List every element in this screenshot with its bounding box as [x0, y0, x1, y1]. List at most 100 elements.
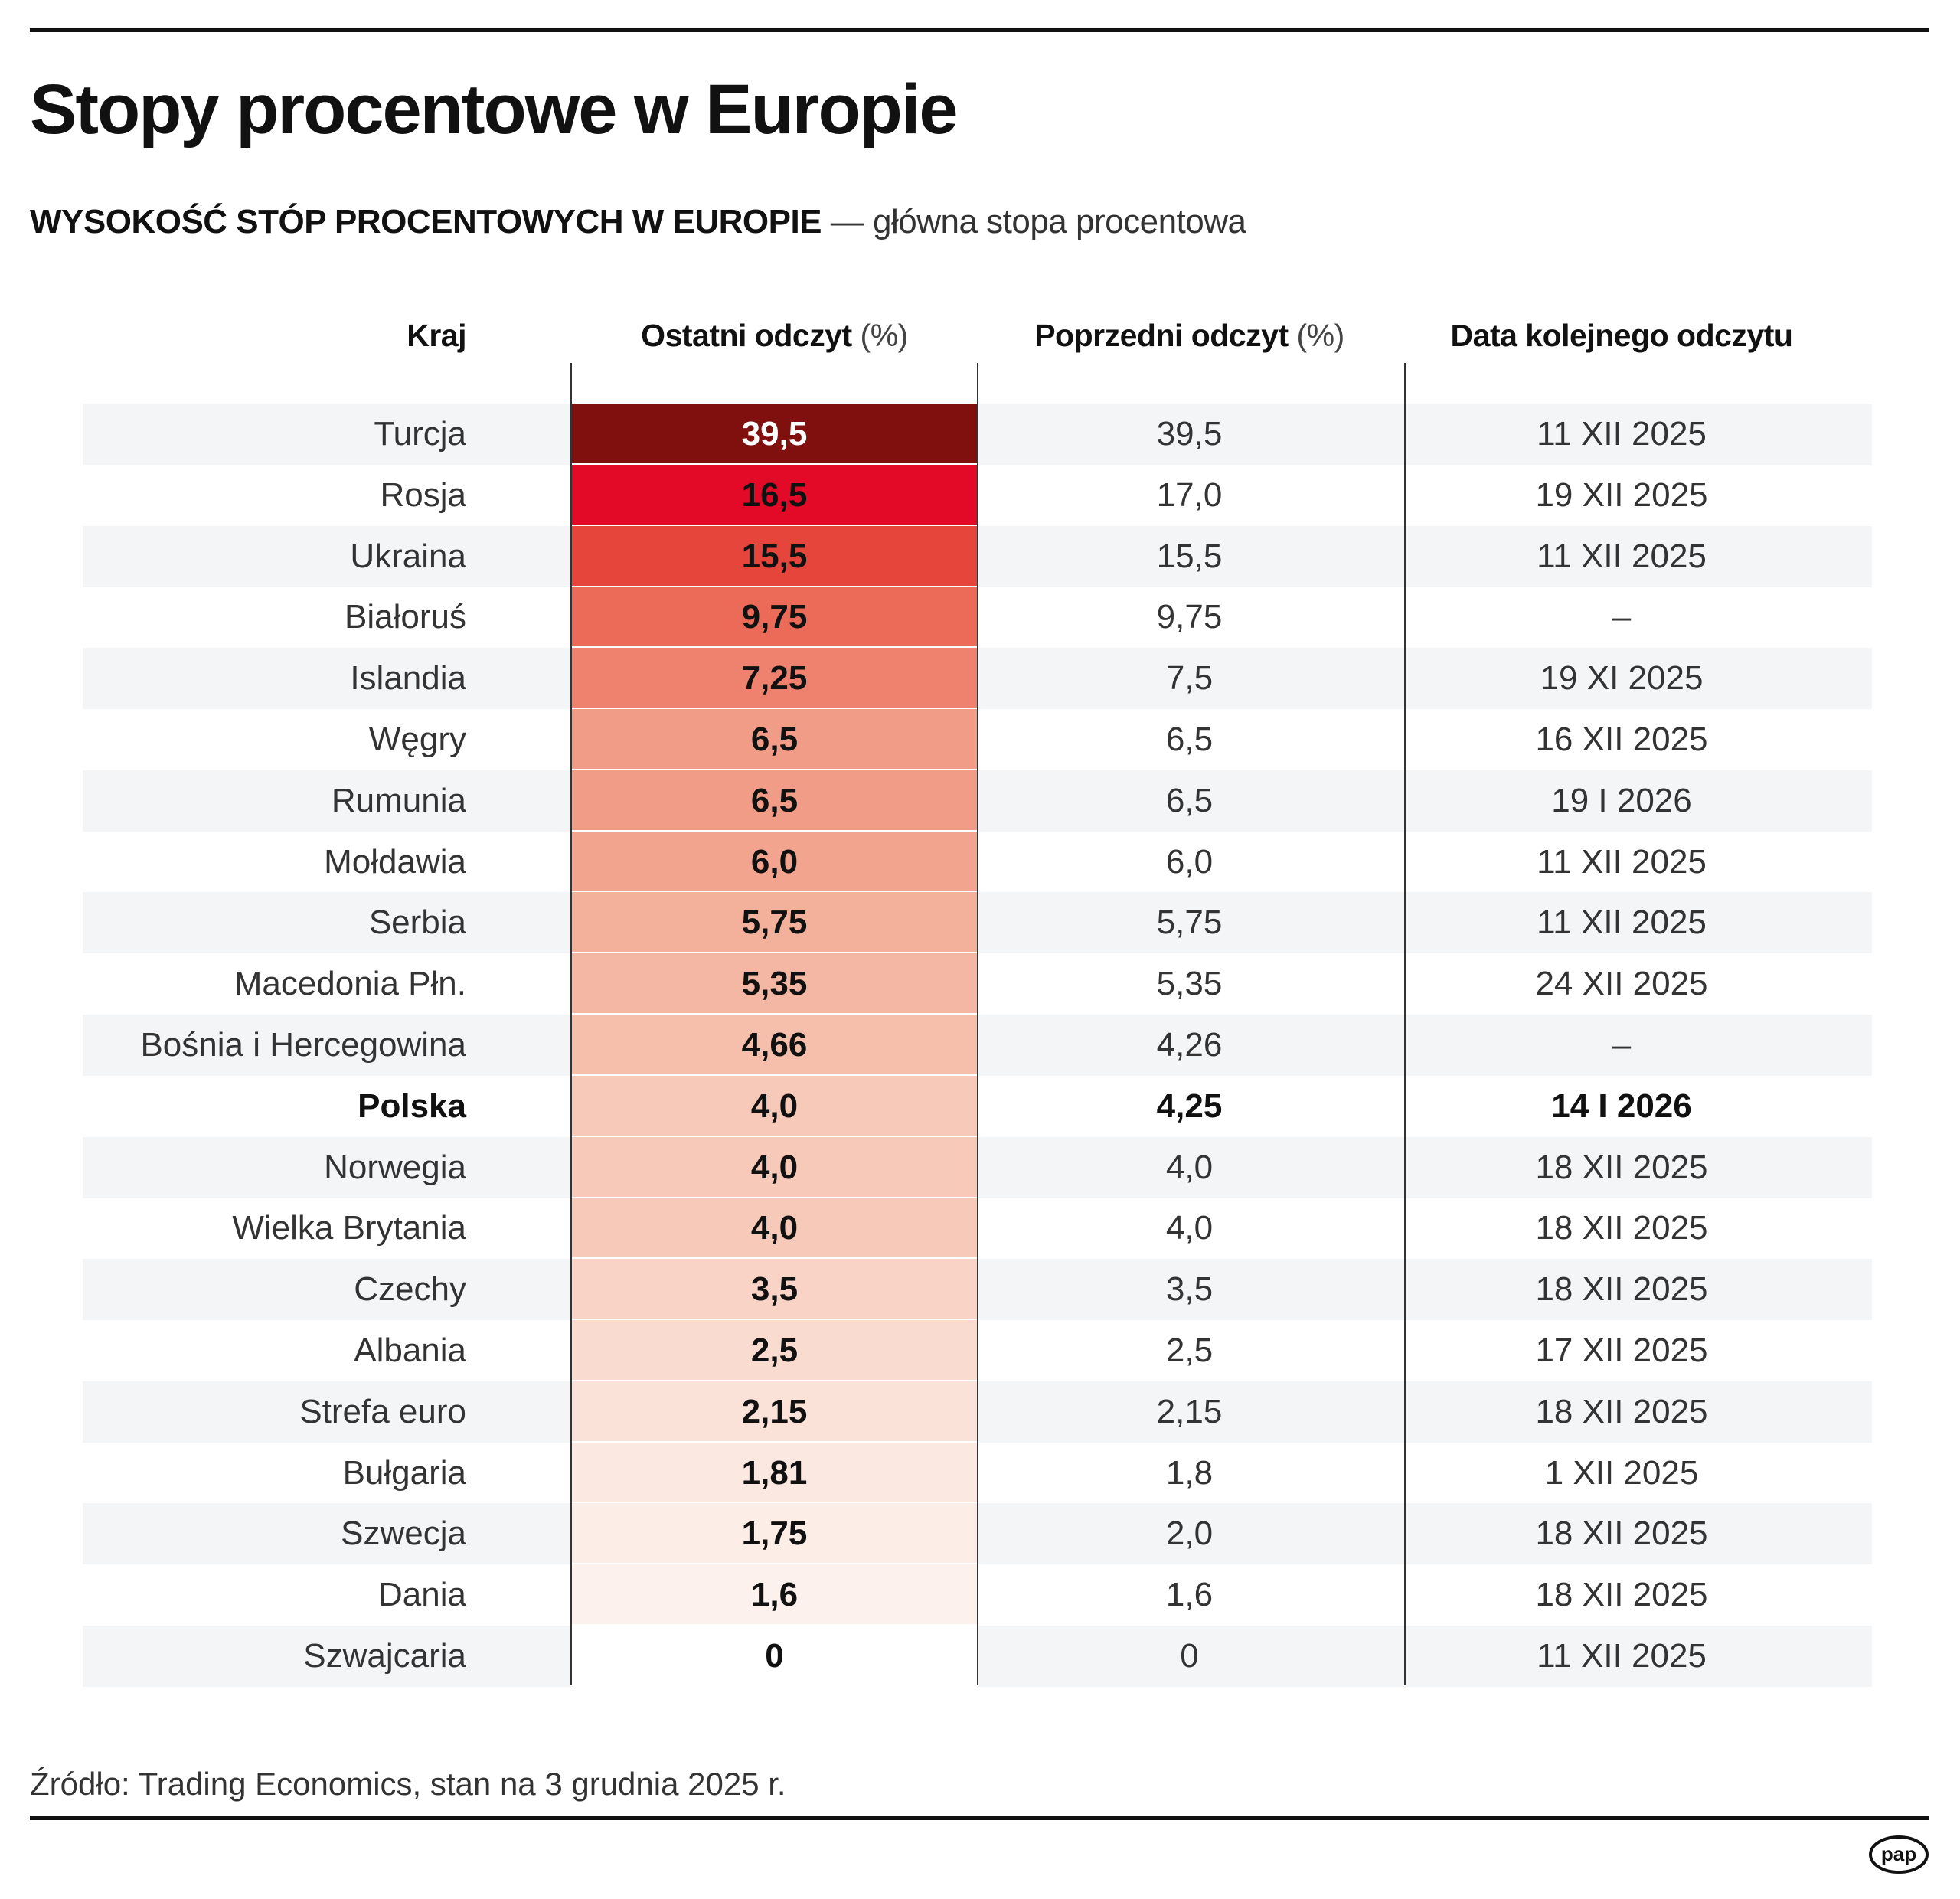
- table-row: Serbia 5,75 5,75 11 XII 2025: [83, 892, 1872, 954]
- current-rate: 4,66: [571, 1015, 978, 1076]
- country-name: Wielka Brytania: [232, 1209, 466, 1247]
- country-name: Strefa euro: [299, 1392, 466, 1430]
- current-rate: 16,5: [571, 464, 978, 526]
- table-row: Bułgaria 1,81 1,8 1 XII 2025: [83, 1442, 1872, 1504]
- country-name: Polska: [358, 1087, 466, 1125]
- previous-rate: 4,0: [1165, 1209, 1214, 1247]
- next-reading-date: 11 XII 2025: [1537, 537, 1707, 575]
- next-reading-date: 19 XII 2025: [1535, 476, 1708, 514]
- column-divider: [570, 363, 572, 1685]
- table-row: Strefa euro 2,15 2,15 18 XII 2025: [83, 1381, 1872, 1443]
- next-reading-date: 18 XII 2025: [1535, 1209, 1708, 1247]
- subtitle-bold: WYSOKOŚĆ STÓP PROCENTOWYCH W EUROPIE: [30, 203, 822, 240]
- previous-rate: 3,5: [1165, 1270, 1214, 1309]
- country-name: Rosja: [380, 476, 467, 514]
- previous-rate: 4,26: [1156, 1026, 1223, 1064]
- previous-rate: 0: [1180, 1637, 1199, 1675]
- previous-rate: 7,5: [1165, 659, 1214, 698]
- next-reading-date: 11 XII 2025: [1537, 842, 1707, 881]
- current-rate: 0: [571, 1626, 978, 1687]
- header-current-label: Ostatni odczyt: [641, 318, 852, 353]
- current-rate: 6,5: [571, 770, 978, 832]
- country-name: Mołdawia: [324, 842, 466, 881]
- current-rate: 7,25: [571, 648, 978, 710]
- svg-text:pap: pap: [1881, 1842, 1916, 1865]
- table-row: Wielka Brytania 4,0 4,0 18 XII 2025: [83, 1198, 1872, 1260]
- current-rate: 6,5: [571, 709, 978, 770]
- country-name: Ukraina: [350, 537, 466, 575]
- table-row: Węgry 6,5 6,5 16 XII 2025: [83, 709, 1872, 770]
- table-row: Dania 1,6 1,6 18 XII 2025: [83, 1564, 1872, 1626]
- current-rate: 1,6: [571, 1564, 978, 1626]
- country-name: Czechy: [354, 1270, 466, 1309]
- previous-rate: 39,5: [1156, 415, 1223, 453]
- header-next-date-label: Data kolejnego odczytu: [1450, 318, 1793, 353]
- current-rate: 4,0: [571, 1136, 978, 1198]
- previous-rate: 15,5: [1156, 537, 1223, 575]
- previous-rate: 2,0: [1165, 1515, 1214, 1553]
- header-next-date: Data kolejnego odczytu: [1407, 314, 1836, 357]
- previous-rate: 1,8: [1165, 1453, 1214, 1492]
- bottom-rule: [30, 1816, 1929, 1820]
- table-row: Macedonia Płn. 5,35 5,35 24 XII 2025: [83, 953, 1872, 1015]
- country-name: Serbia: [368, 904, 466, 942]
- next-reading-date: 18 XII 2025: [1535, 1576, 1708, 1614]
- next-reading-date: –: [1612, 598, 1632, 636]
- next-reading-date: 16 XII 2025: [1535, 721, 1708, 758]
- current-rate: 6,0: [571, 831, 978, 893]
- current-rate: 2,15: [571, 1381, 978, 1443]
- next-reading-date: 19 XI 2025: [1540, 659, 1704, 698]
- next-reading-date: 11 XII 2025: [1537, 415, 1707, 453]
- country-name: Bułgaria: [342, 1453, 466, 1492]
- country-name: Węgry: [368, 721, 466, 758]
- table-row: Rosja 16,5 17,0 19 XII 2025: [83, 464, 1872, 526]
- previous-rate: 4,25: [1156, 1087, 1223, 1125]
- country-name: Dania: [378, 1576, 466, 1614]
- column-divider: [977, 363, 978, 1685]
- country-name: Szwajcaria: [303, 1637, 466, 1675]
- previous-rate: 9,75: [1156, 598, 1223, 636]
- next-reading-date: 11 XII 2025: [1537, 904, 1707, 942]
- previous-rate: 5,35: [1156, 965, 1223, 1003]
- subtitle: WYSOKOŚĆ STÓP PROCENTOWYCH W EUROPIE — g…: [30, 201, 1246, 244]
- next-reading-date: –: [1612, 1026, 1632, 1064]
- current-rate: 1,81: [571, 1442, 978, 1504]
- table-row: Albania 2,5 2,5 17 XII 2025: [83, 1320, 1872, 1381]
- current-rate: 5,35: [571, 953, 978, 1015]
- next-reading-date: 11 XII 2025: [1537, 1637, 1707, 1675]
- previous-rate: 2,5: [1165, 1332, 1214, 1369]
- country-name: Islandia: [350, 659, 466, 698]
- country-name: Macedonia Płn.: [234, 965, 466, 1003]
- country-name: Turcja: [374, 415, 466, 453]
- header-previous-unit: (%): [1288, 318, 1345, 353]
- previous-rate: 6,0: [1165, 842, 1214, 881]
- current-rate: 39,5: [571, 404, 978, 465]
- table-row: Polska 4,0 4,25 14 I 2026: [83, 1075, 1872, 1137]
- previous-rate: 17,0: [1156, 476, 1223, 514]
- previous-rate: 5,75: [1156, 904, 1223, 942]
- table-row: Białoruś 9,75 9,75 –: [83, 587, 1872, 649]
- page-title: Stopy procentowe w Europie: [30, 70, 959, 149]
- next-reading-date: 24 XII 2025: [1535, 965, 1708, 1003]
- header-current-unit: (%): [851, 318, 909, 353]
- current-rate: 4,0: [571, 1198, 978, 1260]
- current-rate: 15,5: [571, 525, 978, 587]
- pap-logo: pap: [1869, 1835, 1929, 1874]
- next-reading-date: 18 XII 2025: [1535, 1515, 1708, 1553]
- header-previous-label: Poprzedni odczyt: [1034, 318, 1289, 353]
- country-name: Rumunia: [331, 781, 466, 819]
- country-name: Norwegia: [324, 1148, 466, 1186]
- current-rate: 2,5: [571, 1320, 978, 1381]
- next-reading-date: 1 XII 2025: [1544, 1453, 1699, 1492]
- previous-rate: 4,0: [1165, 1148, 1214, 1186]
- header-country-label: Kraj: [407, 318, 466, 353]
- previous-rate: 2,15: [1156, 1392, 1223, 1430]
- table-row: Mołdawia 6,0 6,0 11 XII 2025: [83, 831, 1872, 893]
- subtitle-light: — główna stopa procentowa: [822, 203, 1246, 240]
- next-reading-date: 14 I 2026: [1551, 1087, 1692, 1125]
- current-rate: 9,75: [571, 587, 978, 649]
- top-rule: [30, 28, 1929, 32]
- current-rate: 4,0: [571, 1075, 978, 1137]
- previous-rate: 1,6: [1165, 1576, 1214, 1614]
- previous-rate: 6,5: [1165, 721, 1214, 758]
